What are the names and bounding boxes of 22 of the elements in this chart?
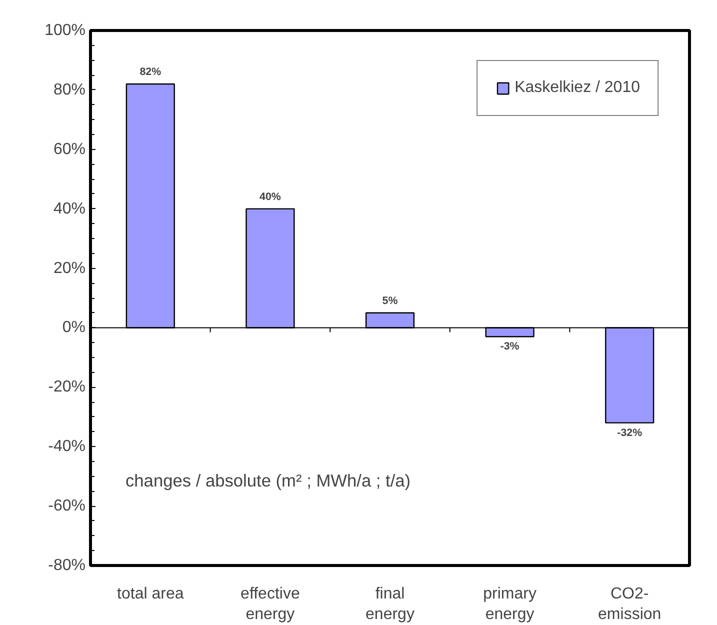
x-tick-label: CO2- emission	[598, 586, 662, 623]
x-tick-label: primary energy	[483, 586, 536, 623]
annotation: changes / absolute (m² ; MWh/a ; t/a)	[126, 470, 411, 490]
y-tick-label: 40%	[53, 200, 86, 218]
data-label: -3%	[500, 340, 520, 353]
data-label: 82%	[140, 66, 162, 78]
y-tick-label: -40%	[48, 438, 86, 456]
y-tick-label: -20%	[48, 378, 86, 396]
x-tick-label: total area	[117, 586, 184, 602]
y-tick-label: 100%	[44, 22, 86, 39]
y-tick-label: 20%	[53, 260, 86, 277]
y-tick-label: 80%	[53, 81, 86, 98]
x-tick-label: effective energy	[240, 586, 300, 623]
legend-label: Kaskelkiez / 2010	[514, 79, 640, 97]
data-label: 5%	[382, 294, 398, 307]
y-tick-label: 0%	[62, 319, 86, 336]
y-tick-label: -60%	[48, 498, 86, 515]
y-tick-label: 60%	[53, 140, 86, 158]
x-tick-label: final energy	[366, 586, 414, 623]
y-tick-label: -80%	[48, 557, 86, 574]
data-label: -32%	[617, 426, 643, 439]
data-label: 40%	[260, 190, 282, 203]
